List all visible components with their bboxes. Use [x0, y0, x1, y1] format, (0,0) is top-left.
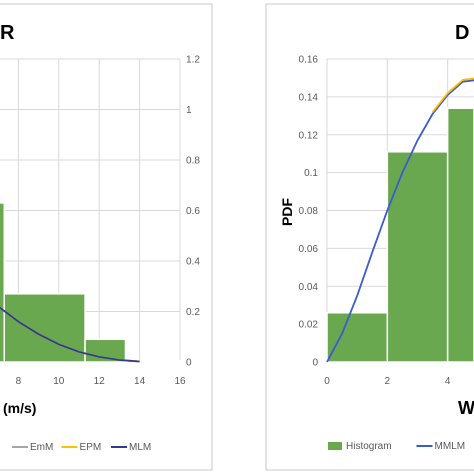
- y-tick-label: 0.02: [299, 320, 319, 331]
- histogram-bar: [386, 151, 449, 363]
- x-tick-label: 0: [324, 376, 330, 387]
- legend-label: EmM: [30, 442, 53, 453]
- left-chart-panel: R 00.20.40.60.811.2 8 10 12 14 16 (m/s) EmM E…: [0, 3, 213, 471]
- fit-curve-line: [0, 306, 140, 363]
- y-tick-label: 0.2: [186, 307, 200, 318]
- left-legend: EmM EPM MLM: [12, 442, 151, 453]
- x-tick-label: 12: [94, 376, 106, 387]
- fit-curve-line: [326, 79, 474, 363]
- right-x-ticks: 0 2 4: [324, 376, 451, 387]
- y-tick-label: 0.4: [186, 257, 200, 268]
- legend-swatch: [328, 442, 342, 450]
- y-tick-label: 0: [186, 358, 192, 369]
- right-legend: Histogram MMLM: [328, 441, 465, 452]
- x-tick-label: 2: [385, 376, 391, 387]
- right-chart-panel: D 0 0.02 0.04 0.06 0.08 0.1 0.12 0.14 0.16 0 2 4 P…: [265, 3, 474, 471]
- y-tick-label: 0.04: [299, 282, 319, 293]
- y-tick-label: 0.16: [299, 55, 319, 66]
- y-tick-label: 0.06: [299, 244, 319, 255]
- right-fit-lines: [326, 77, 474, 363]
- legend-label: Histogram: [346, 441, 392, 452]
- right-chart-title: D: [455, 22, 469, 44]
- y-tick-label: 0: [312, 358, 318, 369]
- y-tick-label: 0.1: [304, 168, 318, 179]
- y-tick-label: 0.08: [299, 206, 319, 217]
- y-tick-label: 0.12: [299, 130, 319, 141]
- right-x-axis-title: W: [458, 398, 474, 418]
- fit-curve-line: [431, 77, 474, 113]
- right-y-ticks: 0 0.02 0.04 0.06 0.08 0.1 0.12 0.14 0.16: [299, 55, 319, 369]
- legend-label: MLM: [129, 442, 151, 453]
- right-y-axis-title: PDF: [279, 198, 295, 226]
- histogram-bar: [326, 312, 389, 363]
- histogram-bar: [3, 293, 86, 363]
- x-tick-label: 14: [134, 376, 146, 387]
- x-tick-label: 8: [16, 376, 22, 387]
- legend-label: EPM: [80, 442, 102, 453]
- left-fit-lines: [0, 306, 140, 363]
- left-x-ticks: 8 10 12 14 16: [16, 376, 186, 387]
- left-x-axis-title: (m/s): [3, 400, 36, 416]
- histogram-bar: [124, 359, 181, 363]
- y-tick-label: 0.6: [186, 206, 200, 217]
- legend-label: MMLM: [435, 441, 466, 452]
- histogram-bar: [446, 107, 474, 363]
- histogram-bar: [0, 202, 6, 363]
- x-tick-label: 10: [53, 376, 65, 387]
- y-tick-label: 0.14: [299, 92, 319, 103]
- y-tick-label: 1: [186, 105, 192, 116]
- left-panel-frame: [0, 3, 213, 471]
- left-y-ticks: 0 0.2 0.4 0.6 0.8 1 1.2: [186, 55, 200, 369]
- left-chart-title: R: [0, 22, 15, 44]
- y-tick-label: 0.8: [186, 156, 200, 167]
- x-tick-label: 16: [174, 376, 186, 387]
- x-tick-label: 4: [445, 376, 451, 387]
- y-tick-label: 1.2: [186, 55, 200, 66]
